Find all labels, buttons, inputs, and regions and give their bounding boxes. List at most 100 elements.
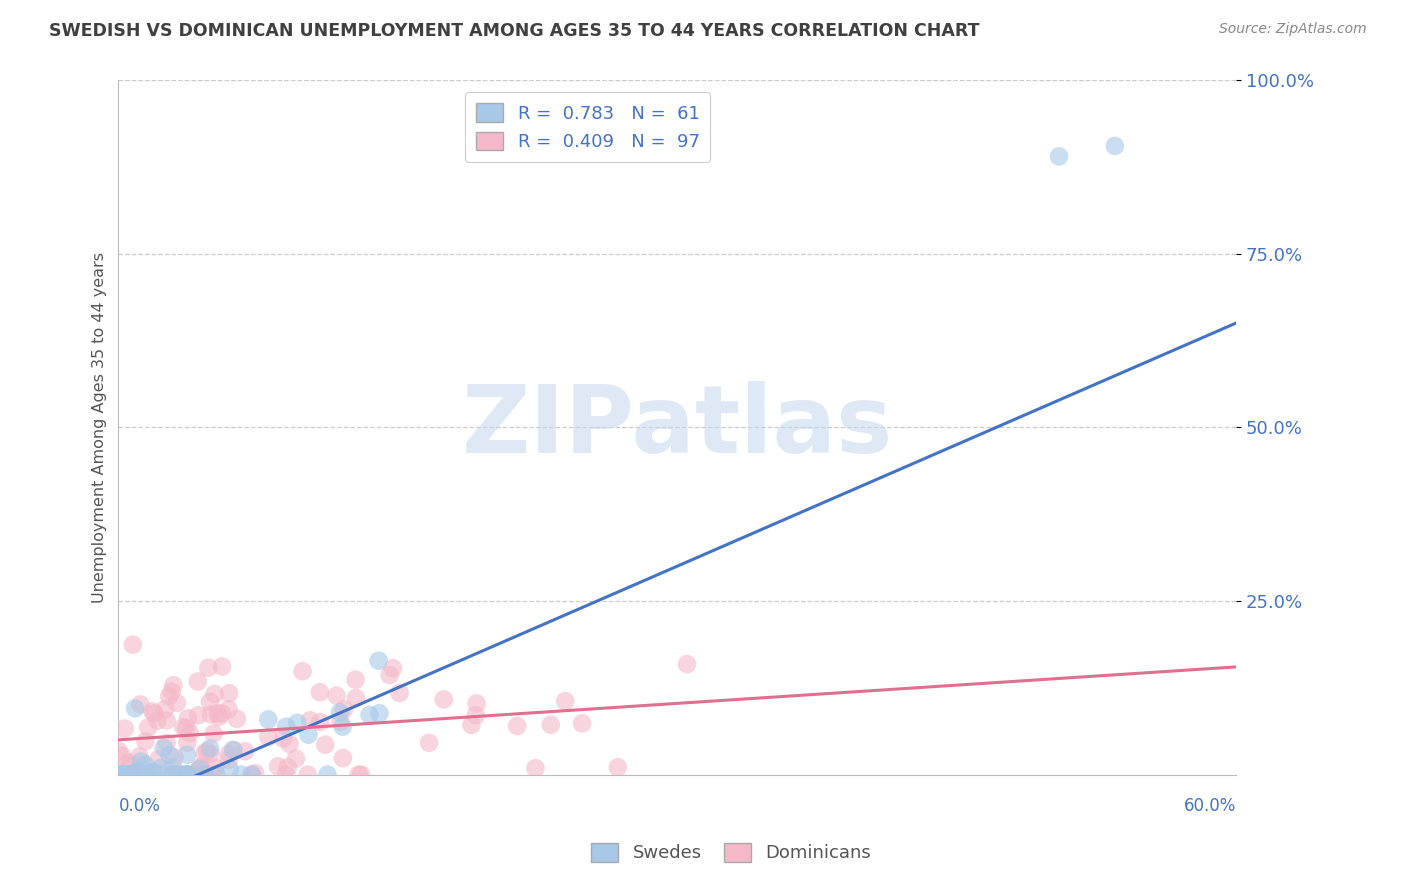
Point	[297, 767, 319, 781]
Point	[160, 767, 183, 781]
Point	[257, 713, 280, 727]
Point	[211, 706, 233, 721]
Point	[197, 767, 219, 781]
Point	[218, 702, 240, 716]
Point	[204, 761, 226, 775]
Point	[218, 753, 240, 767]
Point	[554, 694, 576, 708]
Point	[162, 767, 184, 781]
Point	[222, 743, 245, 757]
Point	[329, 706, 352, 720]
Point	[114, 767, 136, 781]
Point	[166, 767, 188, 781]
Point	[193, 767, 215, 781]
Point	[157, 747, 180, 762]
Point	[163, 750, 186, 764]
Point	[121, 638, 143, 652]
Point	[125, 764, 148, 778]
Point	[115, 767, 138, 781]
Point	[135, 767, 157, 781]
Point	[179, 726, 201, 740]
Point	[344, 690, 367, 705]
Point	[124, 767, 146, 781]
Point	[332, 751, 354, 765]
Point	[332, 720, 354, 734]
Point	[193, 746, 215, 760]
Point	[136, 721, 159, 735]
Point	[378, 668, 401, 682]
Point	[333, 702, 356, 716]
Point	[107, 744, 129, 758]
Point	[134, 734, 156, 748]
Point	[187, 708, 209, 723]
Point	[176, 736, 198, 750]
Point	[274, 767, 297, 781]
Point	[162, 760, 184, 774]
Point	[316, 767, 339, 781]
Point	[347, 767, 370, 781]
Point	[170, 767, 193, 781]
Point	[120, 767, 142, 781]
Point	[200, 707, 222, 722]
Point	[368, 706, 391, 720]
Point	[197, 661, 219, 675]
Text: ZIPatlas: ZIPatlas	[461, 381, 893, 474]
Point	[226, 712, 249, 726]
Point	[142, 704, 165, 718]
Text: Source: ZipAtlas.com: Source: ZipAtlas.com	[1219, 22, 1367, 37]
Legend: Swedes, Dominicans: Swedes, Dominicans	[583, 836, 879, 870]
Point	[676, 657, 699, 672]
Legend: R =  0.783   N =  61, R =  0.409   N =  97: R = 0.783 N = 61, R = 0.409 N = 97	[465, 93, 710, 161]
Point	[129, 755, 152, 769]
Point	[202, 726, 225, 740]
Point	[1104, 139, 1126, 153]
Point	[157, 690, 180, 704]
Point	[271, 731, 294, 746]
Point	[314, 738, 336, 752]
Point	[120, 767, 142, 781]
Point	[233, 744, 256, 758]
Point	[153, 702, 176, 716]
Point	[231, 767, 253, 781]
Point	[284, 752, 307, 766]
Point	[308, 685, 330, 699]
Point	[297, 728, 319, 742]
Text: 0.0%: 0.0%	[118, 797, 160, 814]
Point	[200, 747, 222, 761]
Point	[174, 767, 197, 781]
Point	[176, 767, 198, 781]
Point	[124, 701, 146, 715]
Point	[177, 767, 200, 781]
Point	[218, 762, 240, 776]
Point	[129, 698, 152, 712]
Point	[146, 714, 169, 728]
Point	[111, 767, 134, 781]
Point	[141, 765, 163, 780]
Point	[142, 765, 165, 780]
Point	[172, 720, 194, 734]
Point	[309, 714, 332, 729]
Point	[162, 678, 184, 692]
Point	[278, 737, 301, 751]
Point	[465, 696, 488, 710]
Point	[111, 748, 134, 763]
Point	[188, 760, 211, 774]
Point	[257, 730, 280, 744]
Point	[111, 767, 134, 781]
Point	[190, 761, 212, 775]
Point	[298, 714, 321, 728]
Point	[187, 767, 209, 781]
Point	[122, 767, 145, 781]
Point	[117, 767, 139, 781]
Point	[156, 714, 179, 728]
Point	[418, 736, 440, 750]
Point	[112, 767, 135, 781]
Point	[166, 696, 188, 710]
Text: 60.0%: 60.0%	[1184, 797, 1236, 814]
Point	[433, 692, 456, 706]
Point	[122, 767, 145, 781]
Point	[122, 767, 145, 781]
Point	[110, 767, 132, 781]
Point	[276, 720, 298, 734]
Point	[240, 767, 263, 781]
